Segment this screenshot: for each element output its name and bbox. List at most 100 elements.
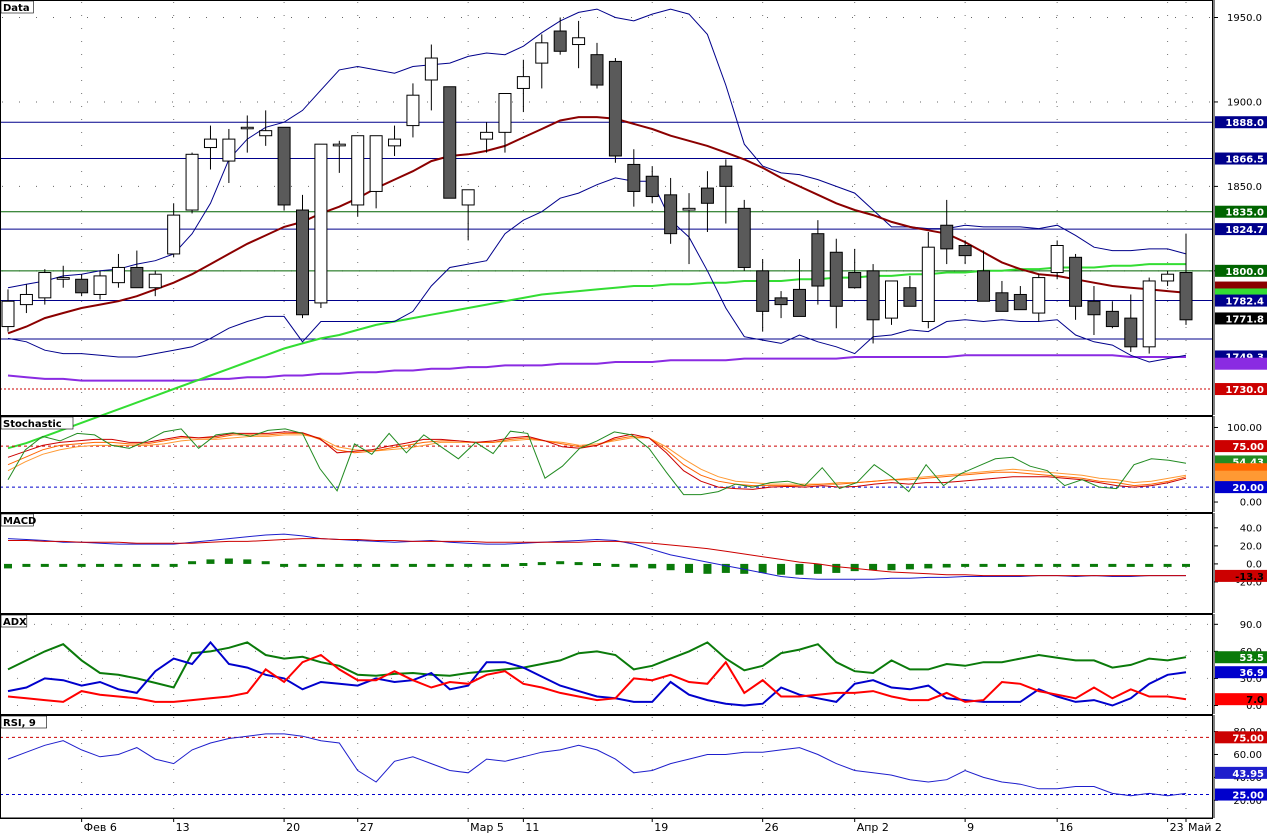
adx-price-badge-label: 53.5: [1239, 653, 1264, 664]
rsi-title-box: [0, 715, 47, 729]
adx-title-box: [0, 614, 28, 628]
candle[interactable]: [461, 189, 475, 241]
candle-body: [443, 86, 457, 199]
candle-body: [480, 131, 494, 140]
candle[interactable]: [369, 135, 383, 209]
candle[interactable]: [1161, 270, 1175, 287]
candle[interactable]: [1050, 240, 1064, 280]
candle[interactable]: [572, 20, 586, 69]
candle[interactable]: [829, 238, 843, 329]
macd-price-badge-label: -13.3: [1235, 572, 1264, 583]
candle[interactable]: [424, 44, 438, 111]
candle[interactable]: [56, 265, 70, 288]
candle[interactable]: [885, 280, 898, 325]
candle[interactable]: [1013, 286, 1027, 311]
candle[interactable]: [940, 199, 954, 265]
rsi-price-badge: [1215, 766, 1267, 779]
candle[interactable]: [130, 250, 144, 289]
candle-body: [756, 270, 770, 312]
macd-histogram-bar: [353, 563, 362, 567]
candle[interactable]: [608, 58, 622, 163]
candle[interactable]: [240, 115, 254, 153]
candle-body: [645, 175, 659, 198]
stoch-title: Stochastic: [3, 419, 62, 430]
candle[interactable]: [903, 275, 917, 307]
candle[interactable]: [848, 248, 862, 289]
candle[interactable]: [627, 149, 641, 207]
candle-body: [958, 244, 972, 257]
candle[interactable]: [93, 270, 107, 300]
candle-body: [461, 189, 475, 206]
candle[interactable]: [792, 259, 806, 317]
macd-histogram-bar: [445, 563, 454, 567]
candle[interactable]: [921, 231, 935, 329]
candle-body: [167, 214, 181, 255]
macd-histogram-bar: [703, 563, 712, 574]
candle[interactable]: [203, 125, 217, 170]
candle[interactable]: [811, 220, 825, 305]
candle[interactable]: [535, 34, 549, 89]
macd-histogram-bar: [1163, 563, 1172, 567]
macd-histogram-bar: [151, 563, 160, 567]
candle[interactable]: [185, 152, 199, 214]
candle[interactable]: [406, 83, 420, 138]
candle[interactable]: [222, 128, 236, 184]
price-frame: [0, 0, 1213, 416]
candle[interactable]: [958, 240, 972, 265]
candle[interactable]: [1179, 233, 1193, 325]
candle[interactable]: [148, 270, 162, 297]
candle[interactable]: [498, 93, 512, 153]
candle[interactable]: [700, 171, 714, 232]
price-price-badge-label: 1888.0: [1225, 118, 1264, 129]
price-price-badge: [1215, 294, 1267, 307]
candle-body: [75, 278, 89, 294]
candle[interactable]: [388, 125, 402, 156]
candle-body: [388, 138, 402, 147]
candle-body: [406, 94, 420, 127]
candle[interactable]: [516, 59, 530, 113]
candle[interactable]: [1, 289, 15, 332]
date-label: Фев 6: [84, 821, 117, 834]
candle[interactable]: [1032, 274, 1046, 322]
candle[interactable]: [977, 250, 991, 302]
candle[interactable]: [259, 110, 273, 146]
candle-body: [185, 153, 199, 211]
price-price-badge: [1215, 264, 1267, 277]
candle-body: [995, 292, 1009, 312]
candle[interactable]: [719, 159, 733, 224]
candle[interactable]: [1087, 286, 1101, 336]
candle[interactable]: [480, 122, 494, 153]
candle[interactable]: [351, 135, 365, 217]
candle[interactable]: [995, 280, 1009, 312]
candle[interactable]: [167, 203, 181, 258]
candle[interactable]: [1069, 253, 1083, 320]
price-price-badge: [1215, 205, 1267, 218]
candle[interactable]: [314, 143, 328, 308]
candle[interactable]: [296, 194, 309, 319]
candle[interactable]: [1105, 301, 1119, 329]
candle[interactable]: [1142, 277, 1156, 354]
candle[interactable]: [737, 199, 751, 271]
candle-body: [774, 297, 788, 306]
candle[interactable]: [443, 86, 457, 199]
candle[interactable]: [38, 269, 52, 305]
candle[interactable]: [553, 17, 567, 55]
candle[interactable]: [1124, 294, 1138, 352]
candle-body: [369, 135, 383, 192]
date-label: Апр 2: [857, 821, 889, 834]
candle[interactable]: [75, 274, 89, 297]
candle[interactable]: [682, 193, 696, 265]
candle[interactable]: [645, 166, 659, 204]
candle[interactable]: [19, 284, 33, 314]
candle[interactable]: [111, 253, 125, 288]
candle[interactable]: [664, 177, 678, 244]
candle-body: [516, 76, 530, 89]
candle[interactable]: [774, 291, 788, 319]
candle[interactable]: [756, 259, 770, 332]
candle[interactable]: [866, 264, 880, 344]
candle[interactable]: [590, 42, 604, 89]
grid-dots: [81, 717, 1187, 816]
candle[interactable]: [277, 126, 291, 211]
candle[interactable]: [332, 140, 346, 173]
